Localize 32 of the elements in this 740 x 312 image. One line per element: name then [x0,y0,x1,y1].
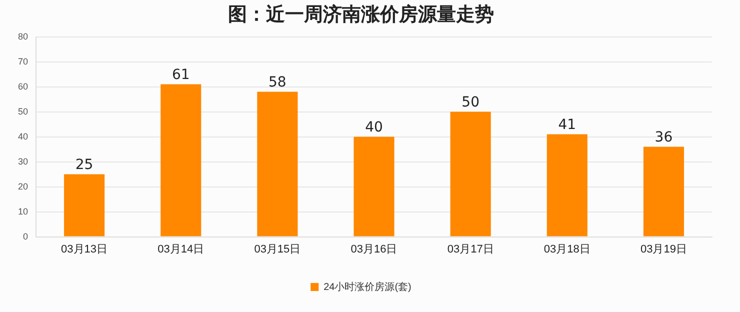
x-tick-label: 03月16日 [350,243,398,256]
data-label: 36 [654,129,673,146]
y-tick-label: 60 [18,81,28,92]
bar [354,136,394,236]
x-tick-label: 03月15日 [254,243,301,256]
x-tick-label: 03月17日 [447,243,494,256]
bar [643,146,684,236]
x-tick-label: 03月19日 [640,243,687,256]
y-tick-label: 10 [18,206,28,216]
y-tick-label: 20 [18,181,28,192]
data-label: 58 [268,74,286,90]
bar [450,112,491,236]
data-label: 61 [172,66,190,83]
data-label: 40 [365,119,383,136]
y-tick-label: 50 [18,106,28,116]
y-tick-label: 70 [18,56,28,66]
chart-title: 图：近一周济南涨价房源量走势 [228,3,494,26]
x-tick-label: 03月13日 [61,243,108,256]
x-tick-label: 03月18日 [544,243,590,256]
bar [546,134,588,236]
y-tick-label: 0 [22,231,28,242]
x-tick-label: 03月14日 [158,243,204,256]
bar [64,174,105,236]
data-label: 41 [558,116,576,133]
y-tick-label: 30 [18,156,28,166]
y-tick-label: 40 [18,131,28,142]
bar [160,84,202,236]
data-label: 25 [75,156,94,173]
bar [257,92,298,236]
legend-label: 24小时涨价房源(套) [324,280,412,293]
y-tick-label: 80 [18,31,28,42]
data-label: 50 [462,94,480,110]
